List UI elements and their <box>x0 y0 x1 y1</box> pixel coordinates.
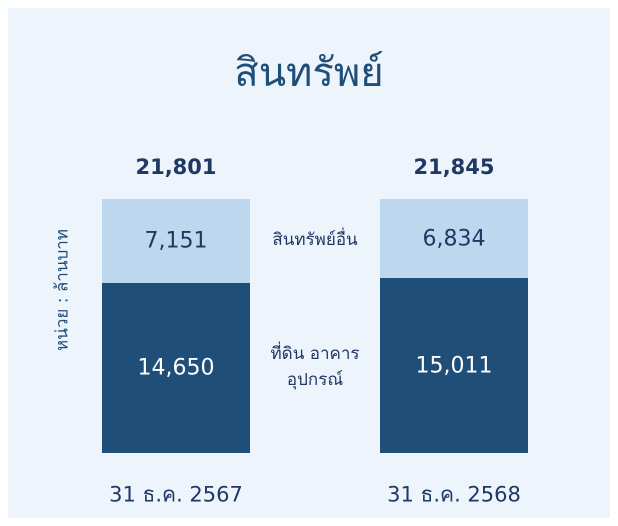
bar-segment <box>102 282 250 453</box>
x-tick-label: 31 ธ.ค. 2568 <box>387 482 521 507</box>
value-label: 7,151 <box>144 228 208 254</box>
y-axis-label: หน่วย : ล้านบาท <box>52 229 73 351</box>
chart-title: สินทรัพย์ <box>234 50 384 96</box>
legend-label: ที่ดิน อาคาร อุปกรณ์ <box>270 343 360 390</box>
value-label: 15,011 <box>415 353 493 379</box>
bar-segment <box>102 199 250 283</box>
value-label: 6,834 <box>422 226 486 252</box>
legend-label: สินทรัพย์อื่น <box>272 229 358 250</box>
x-tick-label: 31 ธ.ค. 2567 <box>109 482 243 507</box>
total-label: 21,801 <box>135 155 217 180</box>
bar-segment <box>380 198 528 279</box>
total-label: 21,845 <box>413 154 495 179</box>
bar-segment <box>380 278 528 453</box>
value-label: 14,650 <box>137 355 215 381</box>
